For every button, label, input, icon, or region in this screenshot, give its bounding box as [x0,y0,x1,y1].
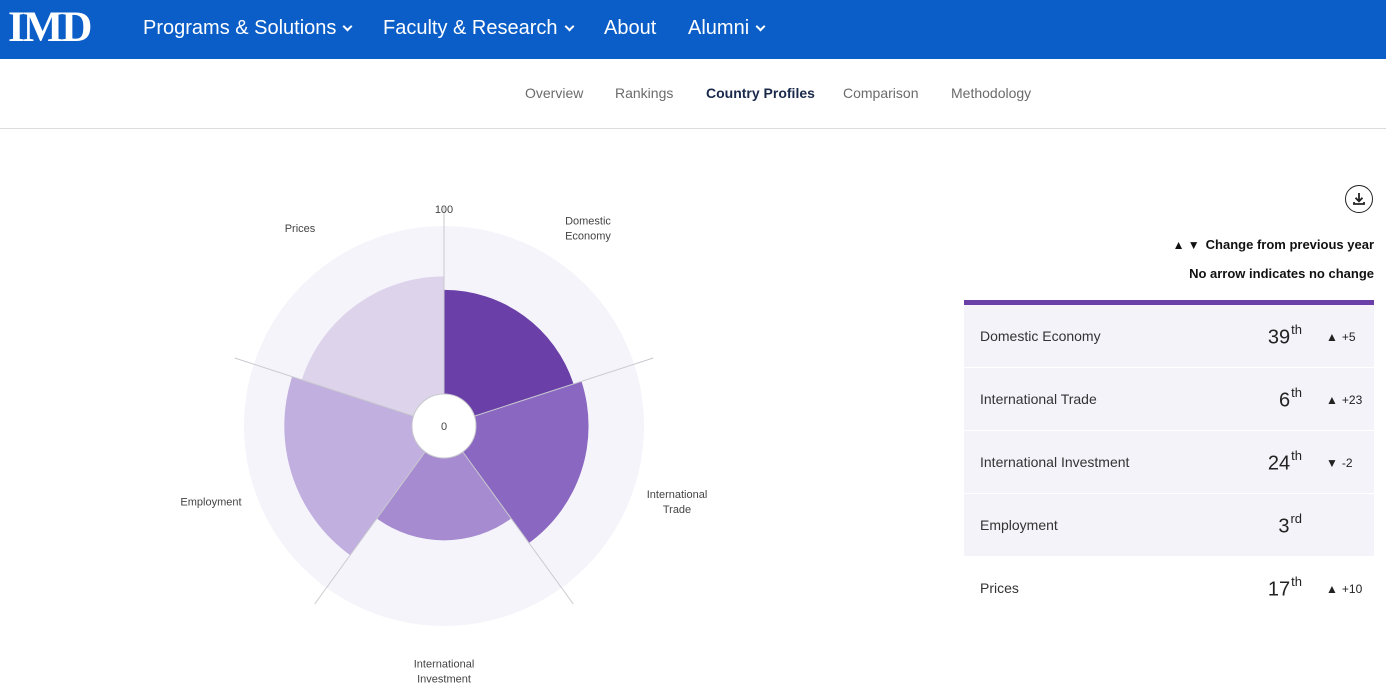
nav-programs-solutions[interactable]: Programs & Solutions [143,0,353,59]
chart-category-label: International Investment [414,659,475,686]
chart-center [411,393,477,459]
imd-logo[interactable]: IMD [8,4,92,51]
chart-slice-international-investment[interactable] [376,451,512,541]
chart-category-label: International Trade [647,489,708,516]
up-arrow-icon: ▲ [1326,330,1338,344]
factor-name: International Investment [980,454,1130,470]
factor-rank: 39th [1267,322,1302,349]
nav-faculty-research[interactable]: Faculty & Research [383,0,574,59]
factor-rank: 6th [1279,385,1302,412]
nav-label: About [604,17,657,39]
chart-slice-domestic-economy[interactable] [444,289,574,417]
rank-change: ▲ +10 [1326,582,1363,596]
rank-change: ▲ +23 [1326,393,1363,407]
tab-comparison[interactable]: Comparison [843,85,919,101]
tab-methodology[interactable]: Methodology [951,85,1032,101]
rank-change: ▼ -2 [1326,456,1353,470]
table-row: Prices 17th ▲ +10 [964,557,1374,620]
sub-navigation: Overview Rankings Country Profiles Compa… [0,59,1386,129]
chart-axis-line [314,451,426,605]
factor-name: Employment [980,517,1058,533]
factor-rank: 3rd [1278,511,1302,538]
chart-axis-line [474,357,654,417]
table-row: Employment 3rd [964,494,1374,557]
chevron-down-icon [564,21,574,32]
chart-slice-prices[interactable] [301,276,444,417]
up-arrow-icon: ▲ [1326,582,1338,596]
chart-axis-line [462,451,574,605]
chart-scale-min-label: 0 [441,421,447,433]
nav-alumni[interactable]: Alumni [688,0,766,59]
factor-ranking-table: Domestic Economy 39th ▲ +5 International … [964,300,1374,620]
chart-scale-max-label: 100 [435,204,453,216]
nav-label: Alumni [688,17,750,39]
nav-about[interactable]: About [604,0,656,59]
tab-rankings[interactable]: Rankings [615,85,674,101]
rank-change [1326,519,1330,533]
competitiveness-polar-chart: 0 100 Domestic Economy International Trade Int… [180,204,708,686]
factor-rank: 24th [1267,448,1302,475]
legend-text: Change from previous year [1205,237,1374,252]
tab-overview[interactable]: Overview [525,85,584,101]
factor-name: Domestic Economy [980,328,1101,344]
download-icon [1353,193,1365,205]
table-row: International Trade 6th ▲ +23 [964,368,1374,431]
factor-name: Prices [980,580,1019,596]
up-down-arrows-icon: ▲ ▼ [1172,238,1200,252]
chart-slice-employment[interactable] [284,376,426,556]
nav-label: Programs & Solutions [143,17,337,39]
down-arrow-icon: ▼ [1326,456,1338,470]
chart-slice-international-trade[interactable] [462,381,589,543]
chart-category-label: Domestic Economy [565,215,611,242]
chevron-down-icon [755,21,766,32]
chart-axis-line [234,357,414,417]
download-button[interactable] [1345,185,1373,213]
up-arrow-icon: ▲ [1326,393,1338,407]
legend-note: No arrow indicates no change [1189,266,1374,281]
factor-rank: 17th [1267,574,1302,601]
top-navigation-bar: IMD Programs & Solutions Faculty & Resea… [0,0,1386,59]
factor-name: International Trade [980,391,1097,407]
table-row: Domestic Economy 39th ▲ +5 [964,305,1374,368]
table-row: International Investment 24th ▼ -2 [964,431,1374,494]
chart-category-label: Employment [180,497,241,509]
nav-label: Faculty & Research [383,17,558,39]
tab-country-profiles[interactable]: Country Profiles [706,85,815,101]
change-legend: ▲ ▼ Change from previous year [1173,237,1374,252]
rank-change: ▲ +5 [1326,330,1356,344]
chevron-down-icon [342,21,353,32]
chart-category-label: Prices [285,223,316,235]
